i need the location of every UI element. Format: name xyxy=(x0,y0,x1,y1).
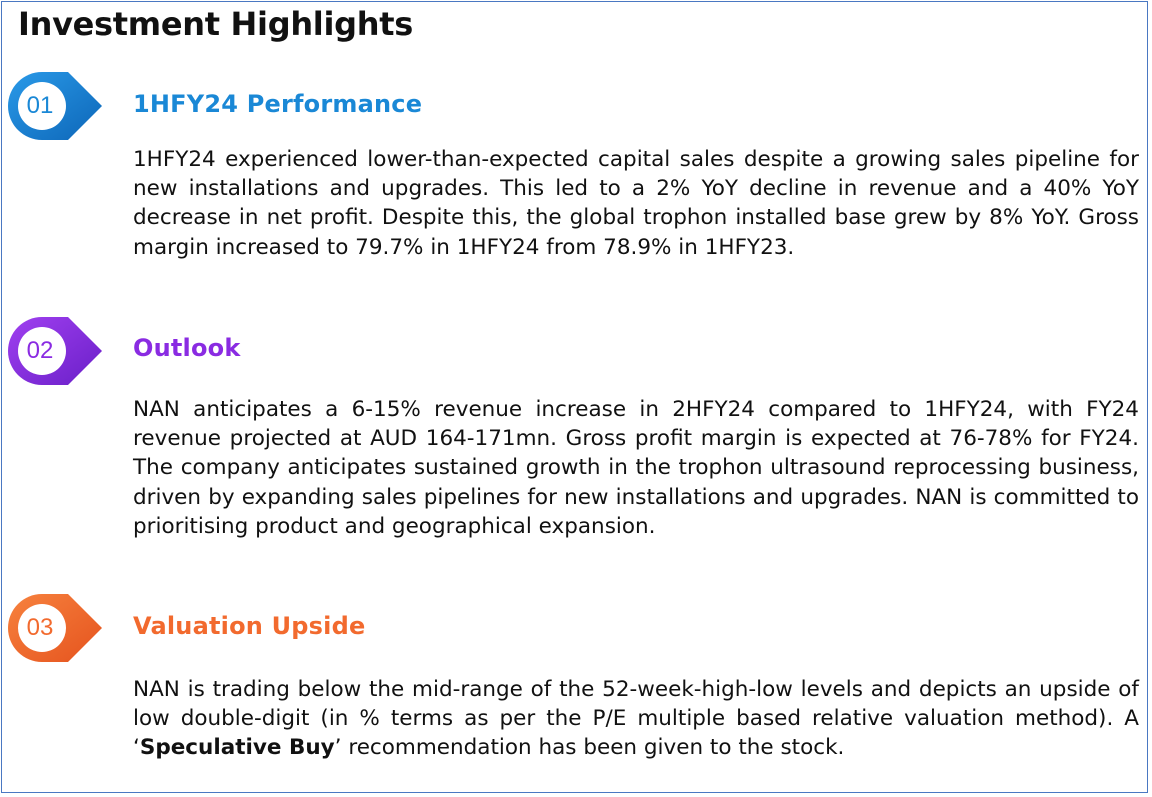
section-2-number: 02 xyxy=(26,337,54,364)
badge-pointer-icon xyxy=(8,72,102,140)
section-3-badge: 03 xyxy=(6,592,106,662)
section-3-number: 03 xyxy=(26,614,54,641)
section-3-body-post: ’ recommendation has been given to the s… xyxy=(334,735,845,761)
section-1-number: 01 xyxy=(26,92,54,119)
badge-pointer-icon xyxy=(8,594,102,662)
page-title: Investment Highlights xyxy=(18,5,413,43)
section-2-badge: 02 xyxy=(6,315,106,385)
section-1-body: 1HFY24 experienced lower-than-expected c… xyxy=(133,147,1139,260)
recommendation-text: Speculative Buy xyxy=(139,735,335,761)
section-3-body-pre: NAN is trading below the mid-range of th… xyxy=(133,677,1139,761)
section-3-heading: Valuation Upside xyxy=(133,612,366,640)
section-3-body: NAN is trading below the mid-range of th… xyxy=(133,675,1139,763)
section-2-body: NAN anticipates a 6-15% revenue increase… xyxy=(133,397,1139,539)
section-2-heading: Outlook xyxy=(133,334,241,362)
section-1-heading: 1HFY24 Performance xyxy=(133,90,423,118)
badge-pointer-icon xyxy=(8,317,102,385)
section-1-badge: 01 xyxy=(6,70,106,140)
